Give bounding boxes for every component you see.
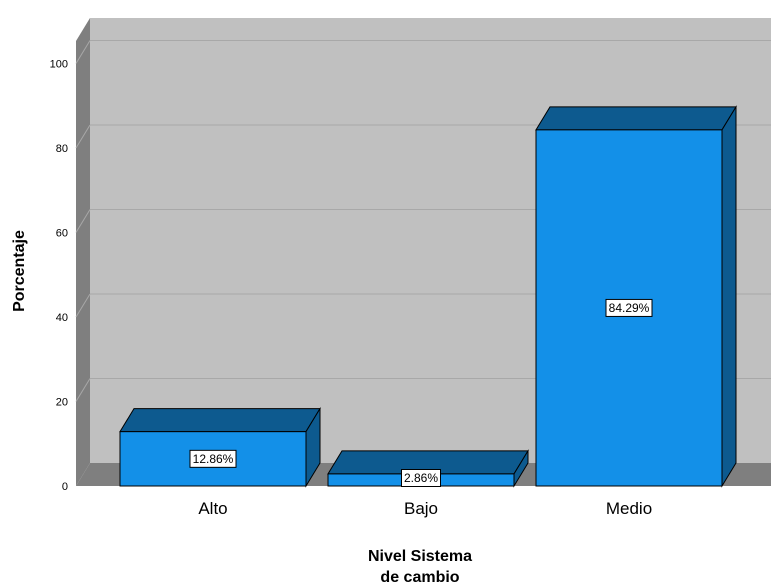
x-axis-title-line-1: Nivel Sistema	[368, 548, 472, 565]
data-label-box	[189, 449, 237, 468]
x-tick-label: Bajo	[404, 499, 438, 518]
gridline-side	[75, 209, 91, 233]
y-tick-label: 0	[62, 481, 68, 493]
gridline-side	[75, 293, 91, 318]
y-tick-label: 100	[50, 59, 68, 71]
bars: 12.86% 2.86% 84.29%	[119, 105, 737, 488]
data-label-box	[401, 469, 441, 487]
bar-top-face	[535, 106, 737, 131]
x-axis-title-line-2: de cambio	[380, 569, 459, 586]
bar-bajo: 2.86%	[327, 449, 529, 488]
y-axis-ticks: 0 20 40 60 80 100	[50, 59, 68, 494]
gridline-side	[75, 378, 91, 402]
y-tick-label: 60	[56, 228, 68, 240]
chart-side-wall	[76, 18, 90, 486]
y-axis-title: Porcentaje	[11, 230, 28, 312]
y-tick-label: 40	[56, 312, 68, 324]
data-label: 84.29%	[609, 301, 650, 315]
bar-side-face	[721, 105, 737, 488]
data-label: 2.86%	[404, 471, 438, 485]
bar-top-face	[119, 408, 321, 433]
x-tick-label: Medio	[606, 499, 652, 518]
y-tick-label: 20	[56, 397, 68, 409]
gridline-side	[75, 124, 91, 149]
x-axis-tick-labels: Alto Bajo Medio	[198, 499, 652, 518]
data-label-box	[605, 298, 653, 317]
x-tick-label: Alto	[198, 499, 227, 518]
data-label: 12.86%	[193, 452, 234, 466]
bar-alto: 12.86%	[119, 406, 321, 488]
y-tick-label: 80	[56, 143, 68, 155]
gridline-side	[75, 40, 91, 64]
bar-medio: 84.29%	[535, 105, 737, 488]
